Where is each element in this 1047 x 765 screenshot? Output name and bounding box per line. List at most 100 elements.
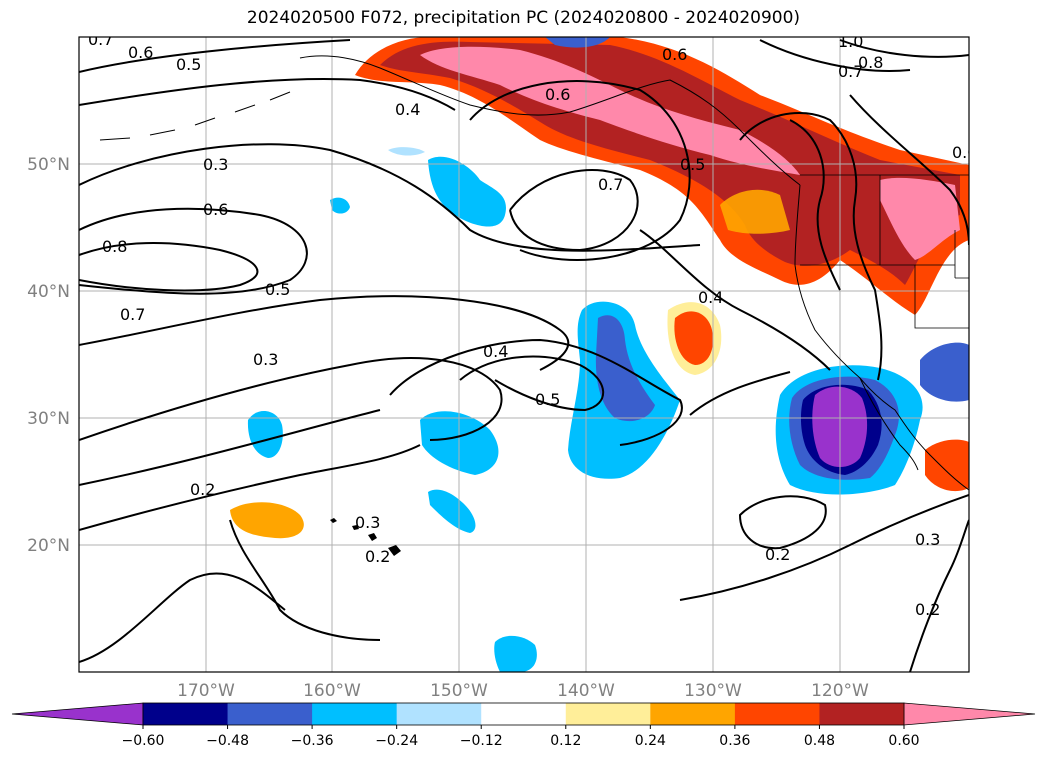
contour-label: 1.0 — [838, 32, 863, 51]
lon-label: 170°W — [177, 681, 235, 701]
colorbar-frame — [142, 702, 905, 726]
colorbar-tick-label: 0.12 — [550, 733, 581, 749]
contour-line — [509, 169, 639, 252]
contour-line — [789, 119, 841, 291]
colorbar-swatch — [396, 703, 482, 725]
precip-positive-mexico-blob — [925, 439, 969, 492]
contour-label: 0.5 — [535, 390, 560, 409]
contour-line — [79, 572, 286, 663]
hawaii-islands — [330, 518, 401, 556]
precip-negative-east-blob — [920, 342, 969, 402]
lon-label: 150°W — [430, 681, 488, 701]
contour-line — [79, 444, 421, 531]
contour-label: 0.8 — [102, 237, 127, 256]
colorbar-swatch — [819, 703, 905, 725]
precip-positive-north-core — [380, 41, 960, 286]
precip-fill-layer — [230, 37, 969, 672]
lat-label: 50°N — [27, 155, 70, 175]
contour-label: 0.4 — [483, 342, 508, 361]
contour-label: 0.5 — [176, 55, 201, 74]
contour-label: 0.5 — [680, 155, 705, 174]
contour-line — [909, 519, 969, 672]
precip-positive-north-peak — [420, 46, 800, 175]
contour-line — [679, 494, 969, 601]
contour-label: 0.3 — [915, 530, 940, 549]
colorbar-tick-label: 0.60 — [888, 733, 919, 749]
precip-negative-blob-e — [494, 635, 537, 672]
contour-label: 0.4 — [698, 288, 723, 307]
contour-label: 0.3 — [355, 513, 380, 532]
contour-line — [79, 409, 381, 486]
contour-label: 0.6 — [545, 85, 570, 104]
baja-peninsula — [859, 377, 919, 471]
contour-label: 0.5 — [265, 280, 290, 299]
contour-line — [79, 39, 351, 73]
colorbar-tick-label: −0.24 — [375, 733, 418, 749]
contour-line — [738, 495, 827, 550]
latitude-labels: 50°N 40°N 30°N 20°N — [27, 155, 70, 556]
north-america-west-coastline — [794, 184, 969, 491]
contour-label: 0.7 — [838, 62, 863, 81]
contour-line — [459, 355, 605, 412]
contour-line — [79, 78, 456, 111]
lon-label: 160°W — [303, 681, 361, 701]
precip-negative-blob-top — [545, 37, 610, 48]
contour-line — [389, 338, 683, 446]
colorbar-tick-label: −0.60 — [122, 733, 165, 749]
colorbar: −0.60 −0.48 −0.36 −0.24 −0.12 0.12 0.24 0.36 0.4… — [11, 702, 1036, 749]
lon-label: 130°W — [684, 681, 742, 701]
contour-line — [759, 39, 911, 72]
colorbar-extend-min — [11, 702, 144, 726]
lat-label: 20°N — [27, 536, 70, 556]
contour-line — [849, 94, 969, 246]
colorbar-swatch — [481, 703, 567, 725]
map-title: 2024020500 F072, precipitation PC (20240… — [246, 8, 801, 28]
colorbar-swatch — [734, 703, 820, 725]
contour-label: 0.8 — [858, 53, 883, 72]
colorbar-swatch — [650, 703, 736, 725]
coastlines — [99, 55, 969, 556]
contour-line — [639, 229, 831, 371]
lat-label: 40°N — [27, 282, 70, 302]
us-state-borders — [800, 174, 969, 329]
contour-label: 0.2 — [365, 547, 390, 566]
contour-line — [79, 207, 308, 295]
contour-label: 0.0 — [952, 143, 977, 162]
aleutian-islands — [99, 91, 291, 141]
contour-label: 0.7 — [598, 175, 623, 194]
contour-lines — [79, 39, 969, 672]
precip-negative-blob-g — [388, 147, 425, 156]
longitude-labels: 170°W 160°W 150°W 140°W 130°W 120°W — [177, 681, 869, 701]
colorbar-tick-label: −0.36 — [291, 733, 334, 749]
contour-line — [739, 112, 883, 381]
lon-label: 120°W — [811, 681, 869, 701]
precip-orange-fringe-north — [720, 189, 790, 234]
contour-label: 0.3 — [253, 350, 278, 369]
contour-line — [839, 39, 969, 58]
colorbar-tick-label: −0.48 — [206, 733, 249, 749]
contour-label: 0.6 — [128, 43, 153, 62]
precip-positive-central-core — [674, 311, 714, 365]
colorbar-tick-label: 0.24 — [635, 733, 666, 749]
contour-labels: 0.7 0.6 0.5 0.4 0.3 0.6 0.8 0.5 0.7 0.3 … — [88, 32, 977, 619]
colorbar-swatch — [565, 703, 651, 725]
precip-negative-blob-d — [247, 410, 283, 458]
contour-line — [469, 80, 691, 261]
precip-negative-blob-c — [428, 489, 476, 533]
colorbar-tick-label: 0.36 — [719, 733, 750, 749]
contour-label: 0.6 — [662, 45, 687, 64]
contour-label: 0.7 — [120, 305, 145, 324]
contour-label: 0.2 — [190, 480, 215, 499]
contour-line — [229, 519, 381, 641]
colorbar-swatch — [143, 703, 229, 725]
contour-label: 0.6 — [203, 200, 228, 219]
contour-line — [79, 295, 570, 371]
precip-positive-east-peak — [880, 177, 960, 260]
lat-label: 30°N — [27, 409, 70, 429]
map-frame — [78, 36, 970, 673]
contour-line — [689, 371, 791, 416]
colorbar-swatch — [312, 703, 398, 725]
precip-negative-blob-f — [330, 197, 350, 214]
colorbar-extend-max — [903, 702, 1036, 726]
